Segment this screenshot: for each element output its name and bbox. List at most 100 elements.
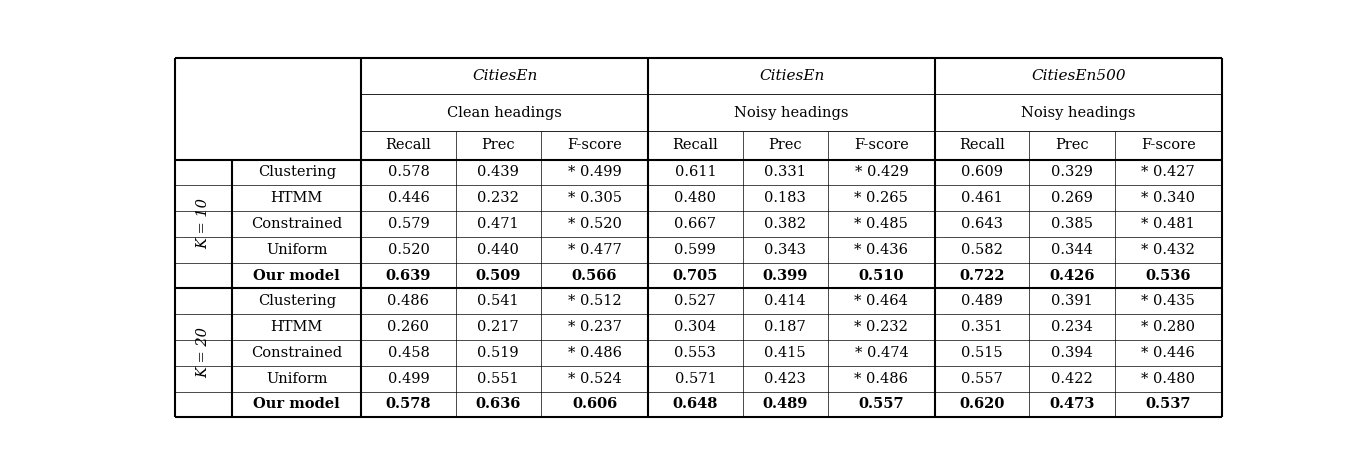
Text: CitiesEn: CitiesEn xyxy=(472,69,537,83)
Text: 0.536: 0.536 xyxy=(1145,268,1191,283)
Text: * 0.524: * 0.524 xyxy=(567,372,622,386)
Text: Noisy headings: Noisy headings xyxy=(734,106,849,120)
Text: 0.551: 0.551 xyxy=(477,372,520,386)
Text: 0.382: 0.382 xyxy=(764,217,806,231)
Text: * 0.499: * 0.499 xyxy=(567,165,622,179)
Text: 0.643: 0.643 xyxy=(962,217,1004,231)
Text: HTMM: HTMM xyxy=(271,320,322,334)
Text: * 0.486: * 0.486 xyxy=(854,372,908,386)
Text: 0.510: 0.510 xyxy=(858,268,904,283)
Text: 0.343: 0.343 xyxy=(764,243,806,257)
Text: * 0.305: * 0.305 xyxy=(567,191,622,205)
Text: 0.391: 0.391 xyxy=(1051,294,1093,309)
Text: Prec: Prec xyxy=(768,138,802,152)
Text: * 0.237: * 0.237 xyxy=(567,320,622,334)
Text: 0.537: 0.537 xyxy=(1145,398,1191,412)
Text: * 0.477: * 0.477 xyxy=(567,243,622,257)
Text: 0.578: 0.578 xyxy=(388,165,430,179)
Text: 0.606: 0.606 xyxy=(573,398,617,412)
Text: 0.399: 0.399 xyxy=(763,268,808,283)
Text: 0.578: 0.578 xyxy=(386,398,431,412)
Text: 0.329: 0.329 xyxy=(1051,165,1093,179)
Text: 0.351: 0.351 xyxy=(962,320,1004,334)
Text: 0.611: 0.611 xyxy=(675,165,717,179)
Text: * 0.429: * 0.429 xyxy=(854,165,908,179)
Text: 0.527: 0.527 xyxy=(675,294,717,309)
Text: F-score: F-score xyxy=(1141,138,1195,152)
Text: 0.541: 0.541 xyxy=(477,294,520,309)
Text: CitiesEn: CitiesEn xyxy=(759,69,824,83)
Text: * 0.512: * 0.512 xyxy=(567,294,622,309)
Text: 0.489: 0.489 xyxy=(763,398,808,412)
Text: 0.415: 0.415 xyxy=(764,346,806,360)
Text: 0.234: 0.234 xyxy=(1051,320,1093,334)
Text: * 0.520: * 0.520 xyxy=(567,217,622,231)
Text: CitiesEn500: CitiesEn500 xyxy=(1031,69,1126,83)
Text: 0.520: 0.520 xyxy=(388,243,430,257)
Text: 0.705: 0.705 xyxy=(673,268,718,283)
Text: 0.639: 0.639 xyxy=(386,268,431,283)
Text: 0.557: 0.557 xyxy=(962,372,1004,386)
Text: 0.331: 0.331 xyxy=(764,165,806,179)
Text: 0.509: 0.509 xyxy=(476,268,521,283)
Text: * 0.232: * 0.232 xyxy=(854,320,908,334)
Text: Recall: Recall xyxy=(959,138,1005,152)
Text: 0.385: 0.385 xyxy=(1051,217,1093,231)
Text: Prec: Prec xyxy=(481,138,515,152)
Text: * 0.446: * 0.446 xyxy=(1141,346,1195,360)
Text: 0.566: 0.566 xyxy=(571,268,617,283)
Text: 0.440: 0.440 xyxy=(477,243,520,257)
Text: * 0.435: * 0.435 xyxy=(1141,294,1195,309)
Text: * 0.474: * 0.474 xyxy=(854,346,908,360)
Text: 0.304: 0.304 xyxy=(675,320,717,334)
Text: 0.620: 0.620 xyxy=(960,398,1005,412)
Text: 0.648: 0.648 xyxy=(673,398,718,412)
Text: Clustering: Clustering xyxy=(257,294,336,309)
Text: * 0.432: * 0.432 xyxy=(1141,243,1195,257)
Text: 0.422: 0.422 xyxy=(1051,372,1093,386)
Text: K = 20: K = 20 xyxy=(197,327,211,378)
Text: 0.553: 0.553 xyxy=(675,346,717,360)
Text: Constrained: Constrained xyxy=(252,346,343,360)
Text: 0.232: 0.232 xyxy=(477,191,520,205)
Text: 0.636: 0.636 xyxy=(476,398,521,412)
Text: 0.414: 0.414 xyxy=(764,294,806,309)
Text: 0.480: 0.480 xyxy=(675,191,717,205)
Text: Constrained: Constrained xyxy=(252,217,343,231)
Text: * 0.427: * 0.427 xyxy=(1141,165,1195,179)
Text: 0.667: 0.667 xyxy=(675,217,717,231)
Text: * 0.280: * 0.280 xyxy=(1141,320,1195,334)
Text: * 0.480: * 0.480 xyxy=(1141,372,1195,386)
Text: 0.722: 0.722 xyxy=(959,268,1005,283)
Text: * 0.464: * 0.464 xyxy=(854,294,908,309)
Text: 0.471: 0.471 xyxy=(477,217,520,231)
Text: 0.515: 0.515 xyxy=(962,346,1004,360)
Text: 0.579: 0.579 xyxy=(388,217,430,231)
Text: * 0.265: * 0.265 xyxy=(854,191,908,205)
Text: Prec: Prec xyxy=(1055,138,1089,152)
Text: K = 10: K = 10 xyxy=(197,199,211,250)
Text: 0.344: 0.344 xyxy=(1051,243,1093,257)
Text: 0.609: 0.609 xyxy=(962,165,1004,179)
Text: 0.499: 0.499 xyxy=(388,372,430,386)
Text: * 0.481: * 0.481 xyxy=(1141,217,1195,231)
Text: 0.582: 0.582 xyxy=(962,243,1004,257)
Text: 0.599: 0.599 xyxy=(675,243,717,257)
Text: 0.187: 0.187 xyxy=(764,320,806,334)
Text: Uniform: Uniform xyxy=(267,372,328,386)
Text: 0.260: 0.260 xyxy=(388,320,430,334)
Text: F-score: F-score xyxy=(567,138,622,152)
Text: 0.557: 0.557 xyxy=(858,398,904,412)
Text: 0.394: 0.394 xyxy=(1051,346,1093,360)
Text: 0.458: 0.458 xyxy=(388,346,430,360)
Text: 0.571: 0.571 xyxy=(675,372,717,386)
Text: Uniform: Uniform xyxy=(267,243,328,257)
Text: * 0.340: * 0.340 xyxy=(1141,191,1195,205)
Text: HTMM: HTMM xyxy=(271,191,322,205)
Text: 0.183: 0.183 xyxy=(764,191,806,205)
Text: Recall: Recall xyxy=(672,138,718,152)
Text: Noisy headings: Noisy headings xyxy=(1021,106,1136,120)
Text: Recall: Recall xyxy=(386,138,431,152)
Text: 0.486: 0.486 xyxy=(388,294,430,309)
Text: * 0.436: * 0.436 xyxy=(854,243,908,257)
